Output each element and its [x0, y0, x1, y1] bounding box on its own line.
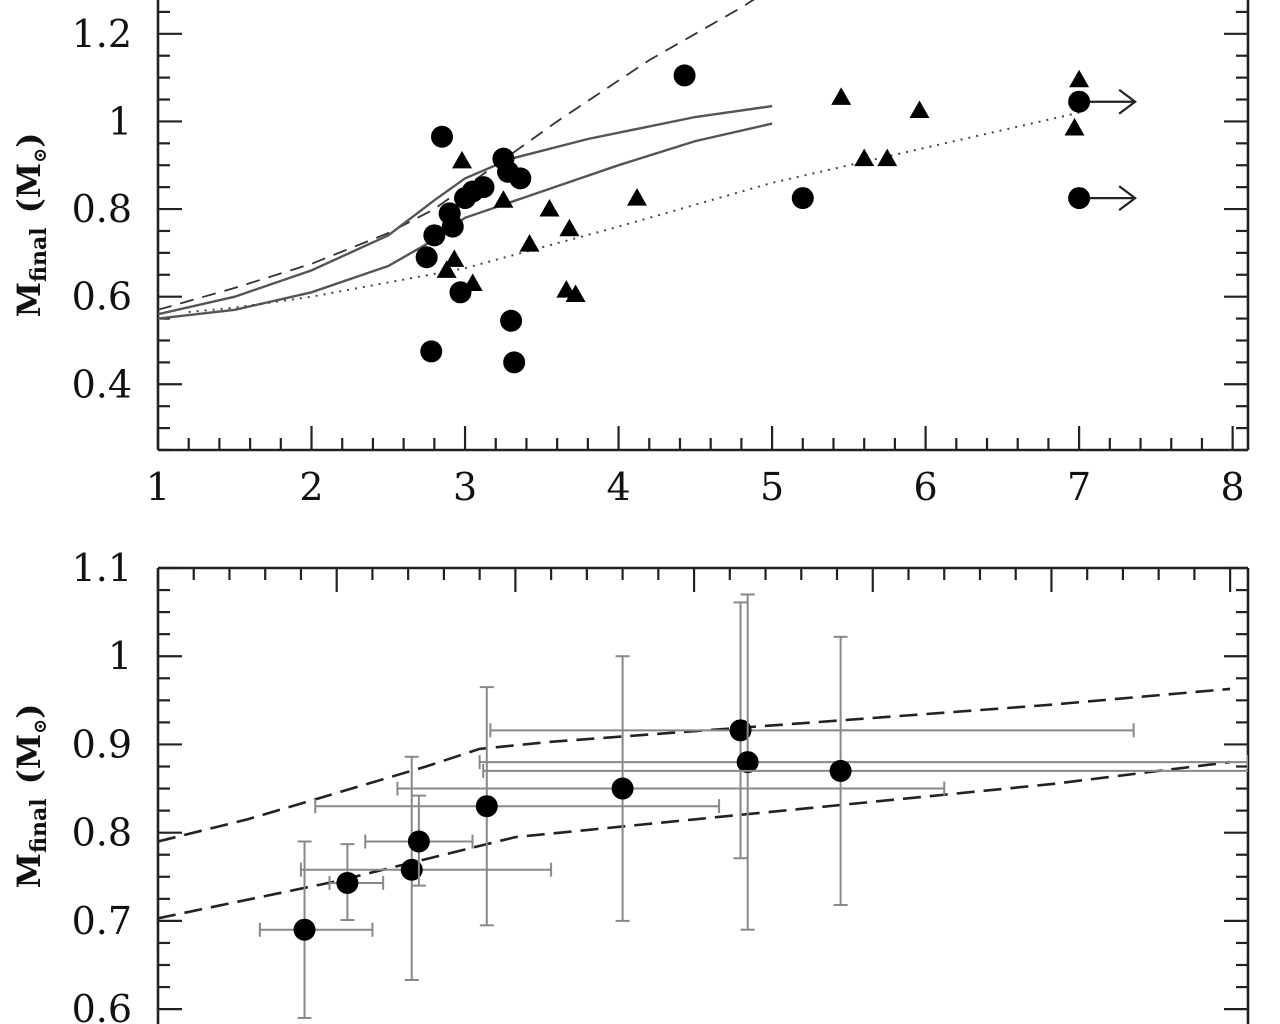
data-point-circle	[500, 309, 523, 332]
data-point-circle	[400, 858, 423, 881]
y-axis-label-unit: (M	[10, 163, 48, 214]
data-point-circle	[1068, 187, 1091, 210]
data-point-triangle	[451, 150, 472, 169]
data-point-circle	[673, 64, 696, 87]
data-point-triangle	[565, 284, 586, 302]
data-point-circle	[791, 187, 814, 210]
data-point-triangle	[626, 188, 647, 206]
data-point-triangle	[462, 273, 483, 292]
data-point-circle	[611, 777, 634, 800]
data-point-circle	[423, 224, 446, 247]
data-point-circle	[293, 918, 316, 941]
data-point-triangle	[539, 199, 560, 217]
data-point-circle	[415, 246, 438, 269]
y-axis-label-sub: final	[26, 227, 52, 282]
y-tick-label: 1	[108, 99, 132, 143]
data-point-circle	[829, 759, 852, 782]
x-tick-label: 7	[1067, 465, 1091, 509]
y-tick-label: 1.1	[72, 546, 132, 590]
model-line-dotted	[188, 111, 1080, 313]
data-point-circle	[431, 125, 454, 148]
data-point-triangle	[1069, 69, 1090, 88]
data-point-triangle	[909, 100, 930, 118]
y-axis-label-unit: (M	[10, 734, 48, 785]
model-line-solid	[158, 104, 773, 316]
data-point-circle	[420, 340, 443, 363]
x-tick-label: 2	[299, 465, 323, 509]
x-tick-label: 6	[914, 465, 938, 509]
y-axis-label-close: )	[10, 704, 48, 719]
y-axis-label-sub: final	[26, 798, 52, 853]
lower-limit-arrow-head	[1118, 88, 1137, 115]
data-point-circle	[1068, 90, 1091, 113]
y-tick-label: 0.4	[72, 362, 132, 406]
x-tick-label: 5	[760, 465, 784, 509]
data-point-triangle	[1064, 118, 1085, 136]
data-point-circle	[472, 176, 495, 199]
data-point-triangle	[444, 249, 465, 267]
data-point-triangle	[436, 260, 457, 278]
data-point-triangle	[831, 87, 852, 105]
y-tick-label: 0.6	[72, 275, 132, 319]
y-tick-label: 1.2	[72, 12, 132, 56]
data-point-triangle	[854, 148, 875, 167]
y-tick-label: 0.8	[72, 811, 132, 855]
y-tick-label: 0.9	[72, 722, 132, 766]
x-tick-label: 8	[1221, 465, 1245, 509]
y-axis-label-close: )	[10, 133, 48, 148]
data-point-circle	[736, 751, 759, 774]
bound-line-dashed	[158, 760, 1231, 920]
data-point-triangle	[877, 148, 898, 167]
data-point-circle	[509, 167, 532, 190]
data-point-circle	[336, 871, 359, 894]
data-point-circle	[407, 830, 430, 853]
bound-line-dashed	[158, 687, 1231, 843]
y-axis-label-sun: ⊙	[30, 719, 51, 734]
top-panel: 1 2 3 4 5 6 7 8 0.4 0.6 0.8 1 1.2 Mfinal (M⊙)	[10, 0, 1250, 509]
data-point-triangle	[519, 234, 540, 252]
y-axis-label: Mfinal (M⊙)	[10, 704, 52, 889]
x-tick-label: 1	[146, 465, 170, 509]
x-tick-label: 3	[453, 465, 477, 509]
y-tick-label: 0.8	[72, 187, 132, 231]
plot-area	[158, 0, 1137, 374]
y-tick-label: 1	[108, 634, 132, 678]
data-point-triangle	[559, 218, 580, 237]
y-axis-label-main: M	[10, 853, 48, 888]
y-axis-label-main: M	[10, 282, 48, 317]
y-tick-label: 0.6	[72, 987, 132, 1024]
data-point-circle	[475, 795, 498, 818]
lower-limit-arrow-head	[1118, 185, 1137, 211]
bottom-panel: 0.6 0.7 0.8 0.9 1 1.1 Mfinal (M⊙)	[10, 546, 1250, 1024]
data-point-circle	[729, 719, 752, 742]
y-axis-label: Mfinal (M⊙)	[10, 133, 52, 318]
y-axis-label-sun: ⊙	[30, 148, 51, 163]
data-point-triangle	[493, 190, 514, 208]
plot-area	[158, 593, 1248, 1019]
data-point-circle	[441, 215, 464, 238]
y-tick-label: 0.7	[72, 899, 132, 943]
data-point-circle	[503, 351, 526, 374]
x-tick-label: 4	[606, 465, 630, 509]
